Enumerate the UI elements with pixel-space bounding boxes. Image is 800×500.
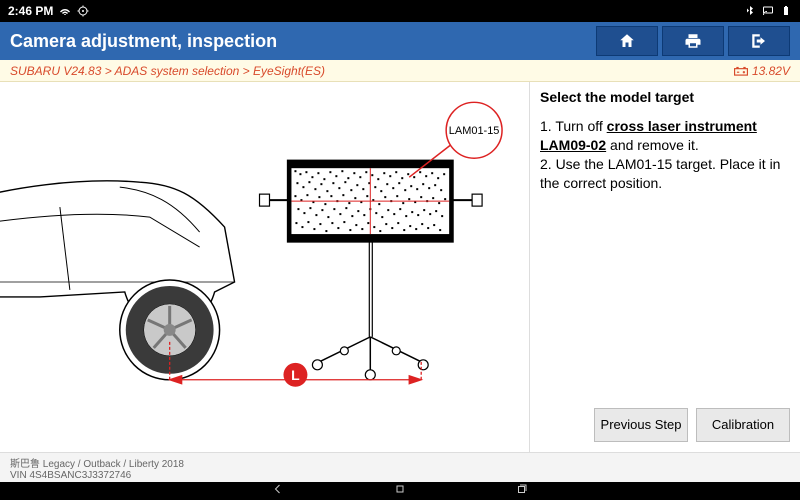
content-area: LAM01-15 L Select the model target 1. Tu… [0, 82, 800, 452]
home-nav-icon[interactable] [394, 482, 406, 500]
wifi-icon [59, 5, 71, 17]
battery-icon [780, 5, 792, 17]
cast-icon [762, 5, 774, 17]
calibration-diagram: LAM01-15 L [0, 82, 529, 452]
breadcrumb-bar: SUBARU V24.83 > ADAS system selection > … [0, 60, 800, 82]
diagram-pane: LAM01-15 L [0, 82, 530, 452]
app-title-bar: Camera adjustment, inspection [0, 22, 800, 60]
battery-voltage: 13.82V [734, 64, 790, 78]
target-icon [77, 5, 89, 17]
instruction-pane: Select the model target 1. Turn off cros… [530, 82, 800, 452]
breadcrumb: SUBARU V24.83 > ADAS system selection > … [10, 64, 325, 78]
print-icon [684, 32, 702, 50]
recent-nav-icon[interactable] [516, 482, 528, 500]
instruction-heading: Select the model target [540, 88, 790, 107]
vehicle-model: 斯巴鲁 Legacy / Outback / Liberty 2018 [10, 455, 790, 470]
home-icon [618, 32, 636, 50]
back-nav-icon[interactable] [272, 482, 284, 500]
callout-label: LAM01-15 [449, 125, 500, 137]
android-nav-bar [0, 482, 800, 500]
home-button[interactable] [596, 26, 658, 56]
vehicle-info-footer: 斯巴鲁 Legacy / Outback / Liberty 2018 VIN … [0, 452, 800, 482]
vehicle-vin: VIN 4S4BSANC3J3372746 [10, 470, 790, 481]
car-battery-icon [734, 66, 748, 76]
exit-button[interactable] [728, 26, 790, 56]
page-title: Camera adjustment, inspection [10, 31, 277, 52]
bluetooth-icon [744, 5, 756, 17]
instruction-step-2: 2. Use the LAM01-15 target. Place it in … [540, 155, 790, 193]
exit-icon [750, 32, 768, 50]
status-time: 2:46 PM [8, 4, 53, 18]
previous-step-button[interactable]: Previous Step [594, 408, 688, 442]
calibration-button[interactable]: Calibration [696, 408, 790, 442]
android-status-bar: 2:46 PM [0, 0, 800, 22]
print-button[interactable] [662, 26, 724, 56]
instruction-step-1: 1. Turn off cross laser instrument LAM09… [540, 117, 790, 155]
dimension-label: L [291, 367, 300, 383]
